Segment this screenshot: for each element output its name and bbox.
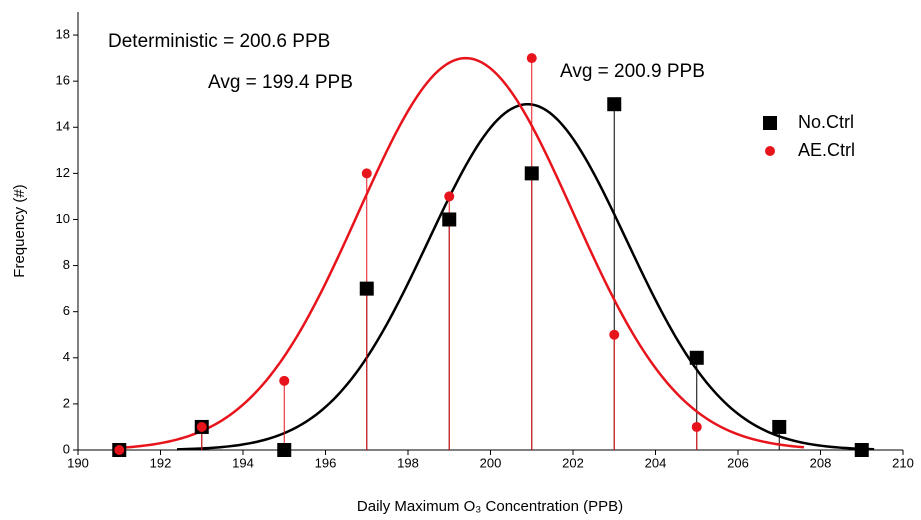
x-axis-title: Daily Maximum O₃ Concentration (PPB) xyxy=(357,498,623,515)
point xyxy=(609,329,620,340)
point xyxy=(361,168,372,179)
point xyxy=(689,350,704,365)
annotation: Avg = 200.9 PPB xyxy=(560,61,705,82)
x-tick-label: 196 xyxy=(315,455,337,470)
point xyxy=(114,445,125,455)
point xyxy=(277,443,292,457)
fit-curve xyxy=(176,102,875,451)
legend-label: No.Ctrl xyxy=(798,112,854,132)
x-tick-label: 192 xyxy=(150,455,172,470)
x-tick-label: 198 xyxy=(397,455,419,470)
point xyxy=(279,375,290,386)
point xyxy=(196,421,207,432)
annotation: Avg = 199.4 PPB xyxy=(208,72,353,93)
x-tick-label: 190 xyxy=(67,455,89,470)
y-tick-label: 10 xyxy=(56,211,70,226)
point xyxy=(854,443,869,457)
point xyxy=(691,421,702,432)
y-tick-label: 12 xyxy=(56,165,70,180)
legend-marker xyxy=(765,146,775,156)
point xyxy=(607,97,622,112)
y-tick-label: 6 xyxy=(63,303,70,318)
x-tick-label: 206 xyxy=(727,455,749,470)
point xyxy=(442,212,457,227)
y-tick-label: 0 xyxy=(63,441,70,456)
x-tick-label: 202 xyxy=(562,455,584,470)
x-tick-label: 210 xyxy=(892,455,914,470)
x-tick-label: 200 xyxy=(480,455,502,470)
fit-curve xyxy=(119,56,805,450)
point xyxy=(444,191,455,202)
point xyxy=(524,166,539,181)
y-tick-label: 2 xyxy=(63,395,70,410)
y-tick-label: 14 xyxy=(56,119,70,134)
legend-label: AE.Ctrl xyxy=(798,140,855,160)
legend-marker xyxy=(763,116,777,130)
point xyxy=(772,419,787,434)
x-tick-label: 194 xyxy=(232,455,254,470)
y-tick-label: 8 xyxy=(63,257,70,272)
y-axis-title: Frequency (#) xyxy=(11,184,28,277)
x-tick-label: 204 xyxy=(645,455,667,470)
y-tick-label: 16 xyxy=(56,73,70,88)
point xyxy=(359,281,374,296)
y-tick-label: 4 xyxy=(63,349,70,364)
annotation: Deterministic = 200.6 PPB xyxy=(108,31,330,52)
x-tick-label: 208 xyxy=(810,455,832,470)
point xyxy=(526,53,537,64)
y-tick-label: 18 xyxy=(56,26,70,41)
